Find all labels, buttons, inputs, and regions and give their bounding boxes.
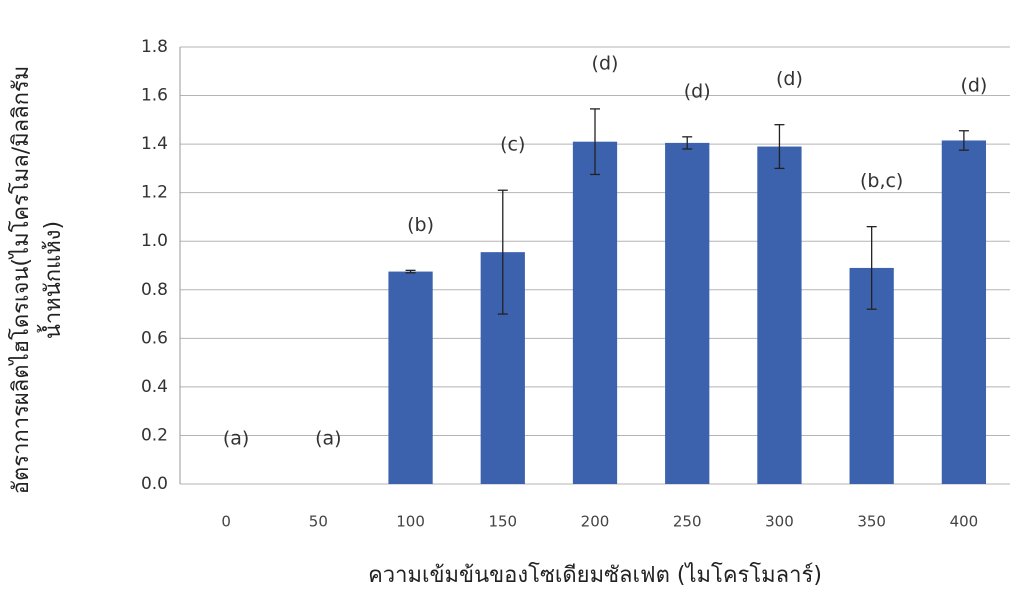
- y-tick-label: 0.2: [141, 425, 168, 445]
- x-tick-label: 0: [221, 513, 231, 531]
- bar: [941, 140, 987, 484]
- error-bar: [958, 130, 969, 151]
- annotation: (d): [776, 68, 803, 90]
- annotation: (a): [315, 428, 341, 450]
- error-bar: [682, 136, 693, 150]
- annotation: (b,c): [860, 170, 903, 192]
- bar: [388, 271, 433, 484]
- annotation: (d): [592, 52, 619, 74]
- y-tick-label: 0.6: [141, 328, 168, 348]
- y-tick-label: 0.0: [141, 474, 168, 494]
- y-tick-label: 1.8: [141, 37, 168, 57]
- x-axis-title: ความเข้มข้นของโซเดียมซัลเฟต (ไมโครโมลาร์…: [368, 562, 822, 588]
- x-tick-label: 200: [581, 513, 610, 531]
- annotation: (d): [684, 80, 711, 102]
- x-tick-label: 300: [765, 513, 794, 531]
- x-tick-label: 100: [396, 513, 425, 531]
- error-bar: [497, 189, 508, 315]
- y-tick-label: 1.6: [141, 86, 168, 106]
- bar: [757, 146, 802, 485]
- annotation: (b): [407, 214, 434, 236]
- y-tick-label: 0.4: [141, 377, 168, 397]
- error-bar: [590, 108, 600, 176]
- error-bar: [774, 124, 785, 170]
- bar: [665, 142, 710, 484]
- annotation: (c): [500, 134, 525, 156]
- annotation: (d): [960, 74, 987, 96]
- error-bar: [866, 226, 877, 310]
- y-tick-label: 1.2: [141, 183, 168, 203]
- y-axis-title: อัตราการผลิตไฮโดรเจน(ไมโครโมล/มิลลิกรัม: [8, 66, 34, 495]
- x-tick-label: 400: [950, 513, 979, 531]
- bar: [572, 141, 618, 484]
- annotation: (a): [223, 428, 249, 450]
- x-tick-label: 50: [309, 513, 328, 531]
- y-tick-label: 1.4: [141, 134, 168, 154]
- y-tick-label: 1.0: [141, 231, 168, 251]
- x-tick-label: 250: [673, 513, 702, 531]
- error-bar: [405, 269, 416, 274]
- y-tick-label: 0.8: [141, 280, 168, 300]
- y-axis-title: น้ำหนักแห้ง): [37, 221, 66, 339]
- x-tick-label: 150: [488, 513, 517, 531]
- x-tick-label: 350: [857, 513, 886, 531]
